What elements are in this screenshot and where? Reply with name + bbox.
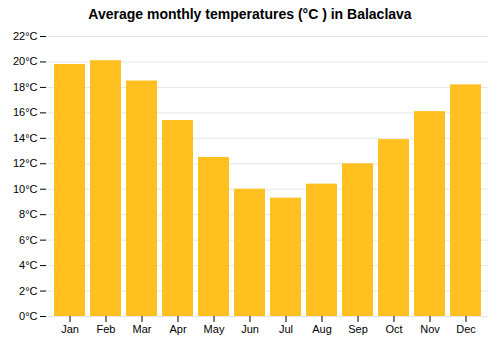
svg-text:Sep: Sep (348, 323, 368, 335)
svg-text:Feb: Feb (97, 323, 116, 335)
svg-text:Jun: Jun (241, 323, 259, 335)
svg-text:20°C: 20°C (13, 55, 38, 67)
svg-text:Jan: Jan (61, 323, 79, 335)
svg-text:22°C: 22°C (13, 30, 38, 42)
svg-text:Apr: Apr (169, 323, 186, 335)
svg-text:Jul: Jul (279, 323, 293, 335)
svg-text:12°C: 12°C (13, 157, 38, 169)
svg-text:4°C: 4°C (19, 259, 38, 271)
svg-text:14°C: 14°C (13, 132, 38, 144)
svg-text:2°C: 2°C (19, 285, 38, 297)
svg-text:16°C: 16°C (13, 106, 38, 118)
svg-text:Mar: Mar (133, 323, 152, 335)
svg-text:18°C: 18°C (13, 81, 38, 93)
svg-text:0°C: 0°C (19, 310, 38, 322)
svg-text:Oct: Oct (385, 323, 402, 335)
svg-text:May: May (204, 323, 225, 335)
svg-text:10°C: 10°C (13, 183, 38, 195)
svg-text:8°C: 8°C (19, 208, 38, 220)
svg-text:6°C: 6°C (19, 234, 38, 246)
html-text:Average monthly temperatures (: Average monthly temperatures (°C ) in Ba… (88, 6, 412, 22)
svg-text:Aug: Aug (312, 323, 332, 335)
svg-text:Dec: Dec (456, 323, 476, 335)
svg-text:Nov: Nov (420, 323, 440, 335)
